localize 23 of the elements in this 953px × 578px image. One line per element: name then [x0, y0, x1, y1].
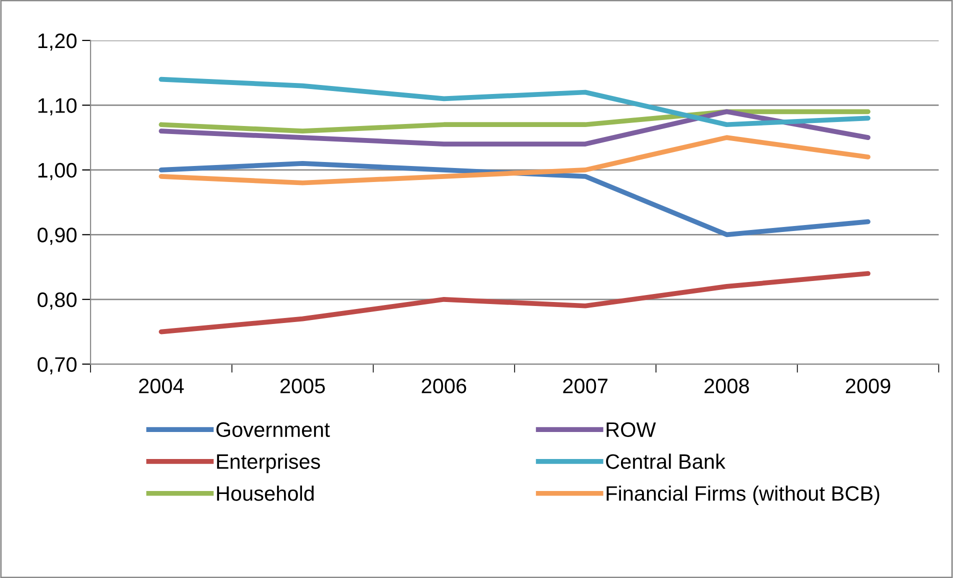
y-tick-label: 0,90 — [38, 228, 77, 245]
legend-label: ROW — [606, 422, 656, 438]
x-tick-label: 2005 — [280, 378, 325, 394]
y-tick-label: 1,00 — [38, 162, 77, 180]
x-tick-label: 2008 — [704, 378, 749, 394]
line-series — [158, 76, 870, 128]
y-tick-label: 1,10 — [38, 98, 77, 116]
legend-label: Enterprises — [217, 454, 320, 474]
legend-label: Government — [216, 422, 330, 438]
x-tick-label: 2009 — [846, 378, 890, 394]
y-tick-label: 0,80 — [38, 292, 77, 310]
line-series — [158, 271, 870, 334]
legend-label: Household — [217, 486, 314, 501]
x-tick-label: 2007 — [563, 378, 608, 394]
line-series — [158, 161, 870, 238]
y-tick-label: 0,70 — [38, 357, 77, 374]
x-tick-label: 2006 — [422, 378, 466, 394]
y-tick-label: 1,20 — [38, 33, 77, 51]
x-tick-label: 2004 — [139, 378, 184, 394]
line-series — [158, 109, 870, 146]
line-series — [158, 135, 870, 186]
legend-label: Financial Firms (without BCB) — [606, 486, 880, 505]
legend-label: Central Bank — [606, 454, 726, 469]
